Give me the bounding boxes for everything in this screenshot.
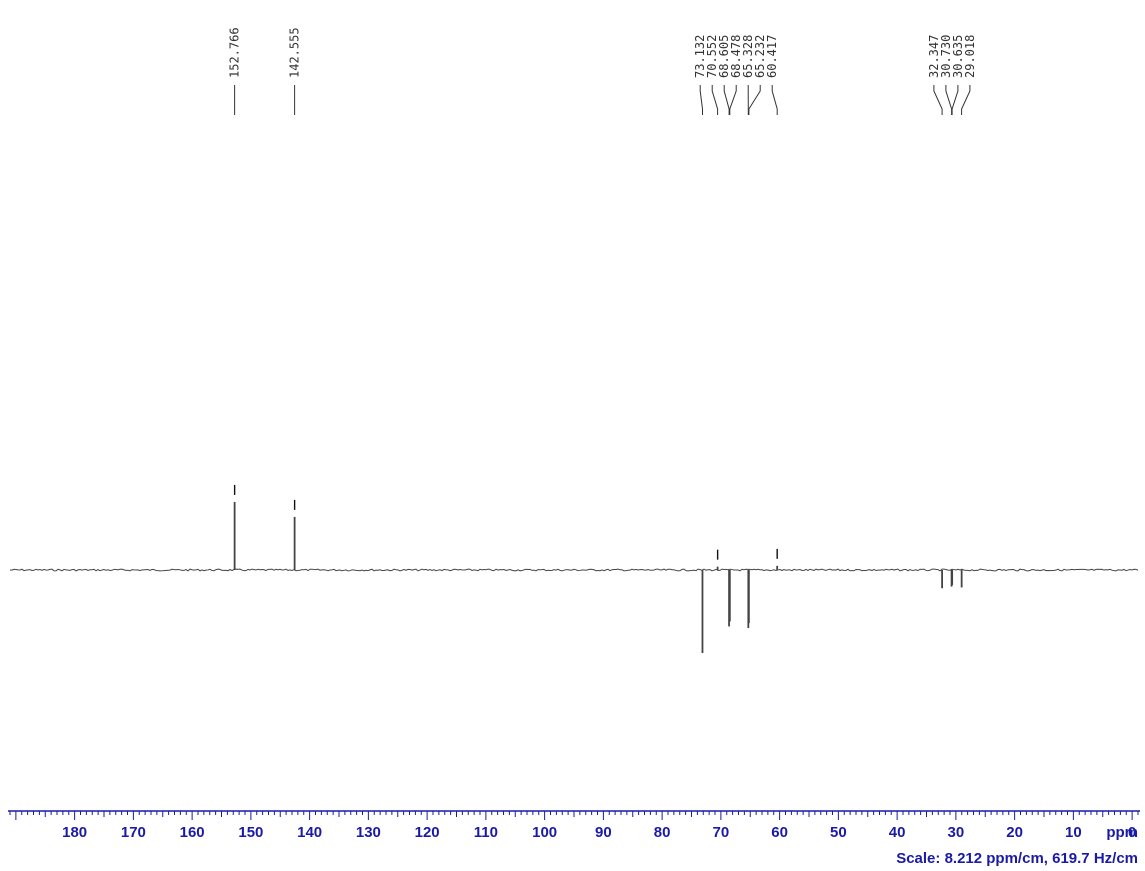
x-tick-label: 10 — [1065, 824, 1082, 841]
x-tick-label: 20 — [1006, 824, 1023, 841]
peak-label-connector — [699, 85, 703, 115]
peak-label: 32.347 — [927, 35, 941, 78]
x-tick-label: 140 — [297, 824, 322, 841]
peak-label: 60.417 — [765, 35, 779, 78]
x-tick-label: 50 — [830, 824, 847, 841]
spectrum-trace-group — [9, 484, 1139, 653]
peak-label-connector — [961, 85, 971, 115]
peak-label-connector — [748, 85, 761, 115]
peak-label: 73.132 — [693, 35, 707, 78]
peak-label: 30.730 — [939, 35, 953, 78]
peak-label: 152.766 — [228, 27, 242, 78]
x-tick-label: 130 — [356, 824, 381, 841]
peak-label-connector — [945, 85, 953, 115]
peak-label: 29.018 — [963, 35, 977, 78]
x-tick-label: 40 — [889, 824, 906, 841]
x-tick-label: 70 — [713, 824, 730, 841]
x-tick-label: 30 — [948, 824, 965, 841]
x-unit-label: ppm — [1106, 824, 1138, 841]
scale-text: Scale: 8.212 ppm/cm, 619.7 Hz/cm — [896, 850, 1138, 867]
x-tick-label: 60 — [771, 824, 788, 841]
peak-label-connector — [933, 85, 943, 115]
peak-label-connector — [723, 85, 730, 115]
spectrum-baseline — [9, 568, 1139, 572]
peak-label-group: 152.766 142.555 73.13270.55268.60568.47865… — [228, 27, 977, 115]
peak-label: 68.478 — [729, 35, 743, 78]
peak-label: 65.328 — [741, 35, 755, 78]
peak-label: 70.552 — [705, 35, 719, 78]
peak-label: 30.635 — [951, 35, 965, 78]
x-tick-label: 150 — [238, 824, 263, 841]
peak-label: 68.605 — [717, 35, 731, 78]
x-tick-label: 170 — [121, 824, 146, 841]
peak-label: 65.232 — [753, 35, 767, 78]
peak-label: 142.555 — [288, 27, 302, 78]
peak-label-connector — [729, 85, 737, 115]
x-tick-label: 180 — [62, 824, 87, 841]
x-tick-label: 110 — [474, 824, 498, 841]
x-tick-label: 100 — [532, 824, 557, 841]
x-tick-label: 0 — [1128, 824, 1136, 841]
peak-label-connector — [711, 85, 719, 115]
x-tick-label: 90 — [595, 824, 612, 841]
x-tick-label: 80 — [654, 824, 671, 841]
ppm-axis: 180 170 160 150 140 130 120 110 100 90 80 70 60 50 40 3… — [8, 810, 1140, 841]
peak-label-connector — [951, 85, 959, 115]
peak-label-connector — [771, 85, 778, 115]
x-tick-label: 120 — [415, 824, 440, 841]
x-tick-label: 160 — [180, 824, 205, 841]
